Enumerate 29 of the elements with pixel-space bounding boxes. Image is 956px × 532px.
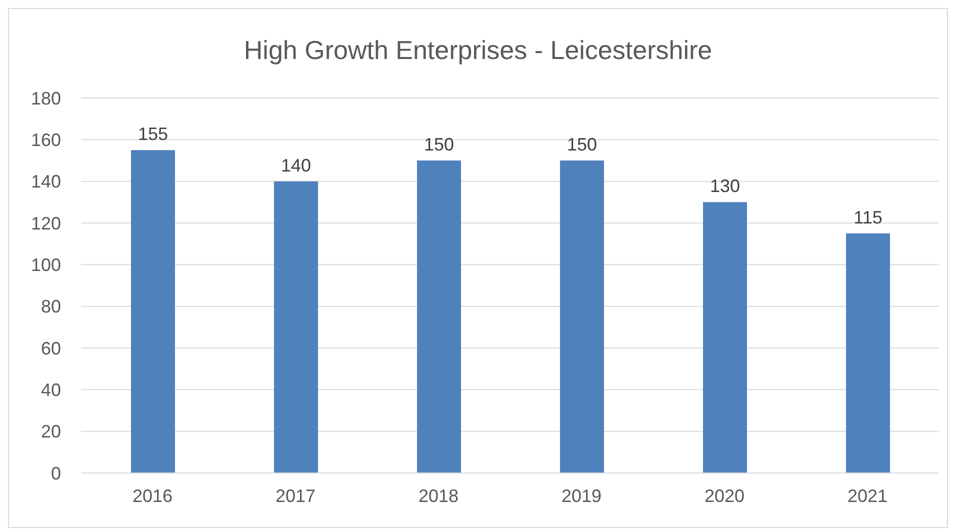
- x-tick-label: 2017: [275, 486, 316, 506]
- x-tick-label: 2016: [132, 486, 173, 506]
- y-tick-label: 80: [40, 296, 61, 317]
- data-label: 115: [854, 207, 882, 228]
- y-tick-label: 60: [40, 338, 61, 358]
- bar: [846, 233, 890, 473]
- chart-title: High Growth Enterprises - Leicestershire: [242, 35, 714, 66]
- bar: [274, 181, 318, 473]
- bar: [131, 150, 175, 473]
- y-tick-label: 180: [30, 88, 61, 108]
- y-tick-label: 20: [40, 422, 61, 442]
- y-tick-label: 160: [30, 130, 61, 150]
- x-tick-label: 2020: [704, 486, 745, 506]
- data-label: 130: [710, 176, 740, 196]
- bar: [703, 202, 747, 473]
- data-label: 155: [138, 124, 168, 144]
- y-tick-label: 140: [30, 172, 61, 192]
- x-tick-label: 2019: [561, 486, 602, 506]
- y-tick-label: 0: [50, 463, 61, 484]
- x-tick-label: 2021: [847, 486, 888, 506]
- x-tick-label: 2018: [418, 486, 459, 506]
- y-tick-label: 40: [40, 380, 61, 400]
- data-label: 150: [424, 134, 454, 154]
- bar: [560, 160, 604, 473]
- data-label: 140: [280, 155, 312, 176]
- y-tick-label: 100: [30, 255, 61, 276]
- bar: [417, 160, 461, 473]
- data-label: 150: [566, 134, 598, 154]
- y-tick-label: 120: [30, 213, 61, 234]
